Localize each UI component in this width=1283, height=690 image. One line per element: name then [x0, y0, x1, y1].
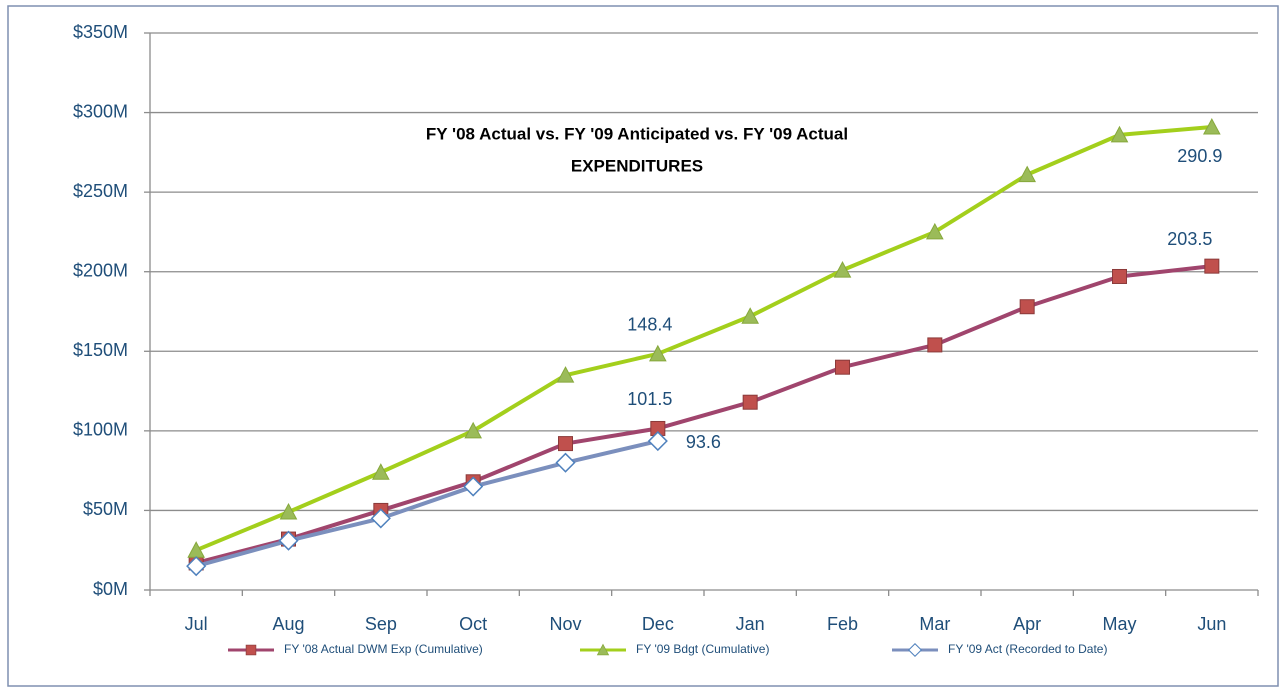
legend: FY '08 Actual DWM Exp (Cumulative) FY '09… — [228, 642, 1107, 658]
series-line — [195, 439, 659, 569]
data-point — [370, 508, 391, 529]
data-point — [278, 530, 299, 551]
data-point — [648, 344, 667, 362]
data-point — [463, 476, 484, 497]
legend-label: FY '09 Bdgt (Cumulative) — [636, 642, 769, 656]
series-line — [195, 125, 1212, 553]
x-tick-label: Feb — [827, 614, 858, 634]
data-point — [925, 222, 944, 240]
data-point — [558, 436, 573, 452]
data-point — [927, 337, 943, 353]
x-tick-label: Jun — [1197, 614, 1226, 634]
data-label: 93.6 — [686, 432, 721, 452]
y-tick-label: $150M — [73, 340, 128, 360]
data-point — [833, 261, 852, 278]
chart-title: FY '08 Actual vs. FY '09 Anticipated vs.… — [426, 124, 848, 143]
data-point — [279, 502, 298, 520]
x-tick-label: Mar — [919, 614, 950, 634]
legend-label: FY '08 Actual DWM Exp (Cumulative) — [284, 642, 483, 656]
data-point — [742, 394, 758, 410]
data-label: 101.5 — [627, 389, 672, 409]
y-tick-label: $50M — [83, 499, 128, 519]
data-point — [1112, 268, 1127, 284]
data-label: 290.9 — [1177, 146, 1222, 166]
data-point — [1110, 125, 1129, 143]
x-tick-label: May — [1102, 614, 1136, 634]
data-point — [1202, 117, 1221, 135]
y-tick-label: $250M — [73, 181, 128, 201]
legend-label: FY '09 Act (Recorded to Date) — [948, 642, 1107, 656]
y-tick-label: $100M — [73, 420, 128, 440]
data-label: 203.5 — [1167, 229, 1212, 249]
data-point — [1204, 258, 1220, 274]
chart-subtitle: EXPENDITURES — [571, 156, 703, 175]
x-tick-label: Nov — [549, 614, 581, 634]
data-point — [556, 366, 575, 383]
y-tick-label: $200M — [73, 260, 128, 280]
y-tick-label: $300M — [73, 101, 128, 121]
series-line — [195, 264, 1213, 565]
data-label: 148.4 — [627, 315, 672, 335]
x-tick-label: Aug — [272, 614, 304, 634]
y-tick-label: $0M — [93, 579, 128, 599]
data-point — [371, 463, 390, 480]
chart-border — [7, 5, 1279, 687]
legend-marker — [245, 644, 257, 656]
data-point — [1019, 299, 1035, 315]
x-tick-label: Jan — [736, 614, 765, 634]
data-point — [741, 307, 760, 324]
x-tick-label: Jul — [185, 614, 208, 634]
data-point — [186, 556, 207, 577]
data-point — [464, 421, 483, 439]
data-point — [555, 452, 576, 473]
x-tick-label: Sep — [365, 614, 397, 634]
x-tick-label: Apr — [1013, 614, 1041, 634]
data-point — [647, 430, 668, 452]
x-tick-label: Dec — [642, 614, 674, 634]
y-tick-label: $350M — [73, 22, 128, 42]
data-point — [1018, 165, 1037, 183]
legend-marker — [596, 643, 610, 656]
data-point — [835, 359, 850, 375]
x-tick-label: Oct — [459, 614, 487, 634]
legend-marker — [907, 642, 923, 658]
